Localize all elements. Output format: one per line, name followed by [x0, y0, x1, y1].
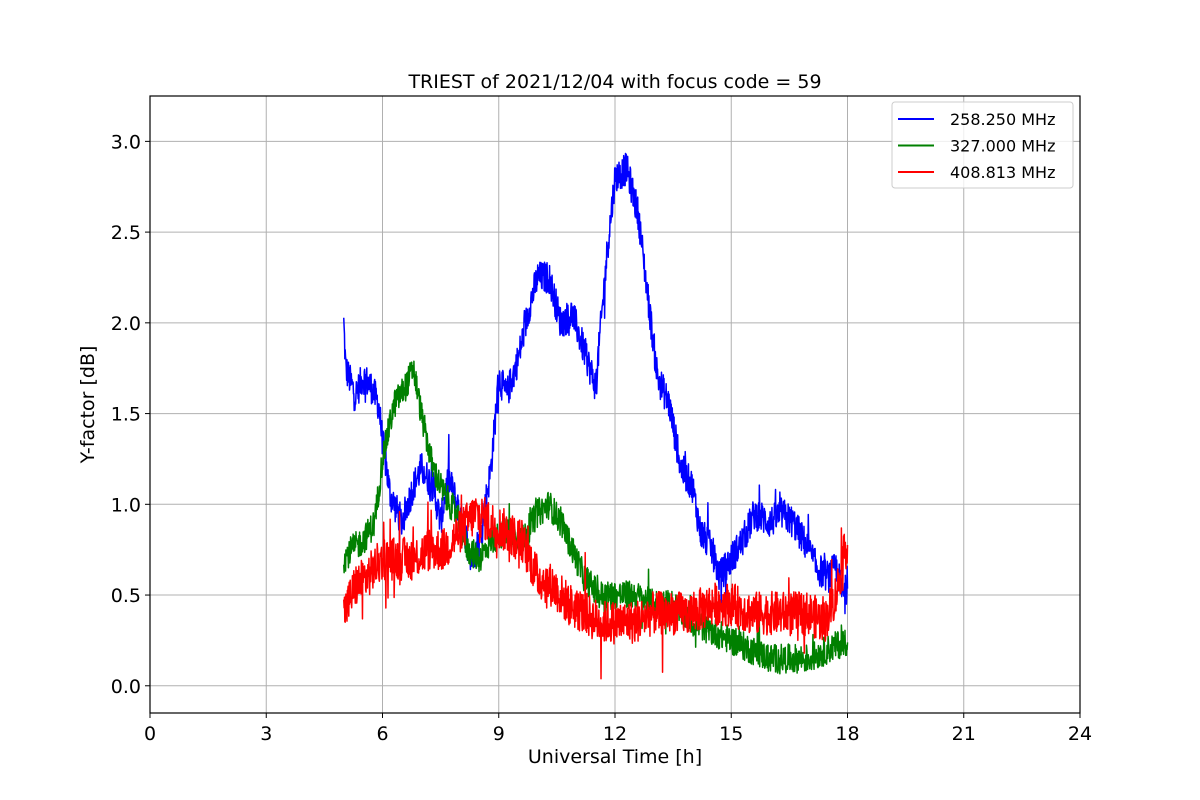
- chart-title: TRIEST of 2021/12/04 with focus code = 5…: [407, 71, 821, 93]
- series-line-2: [343, 360, 849, 675]
- y-tick-label: 2.5: [111, 222, 141, 244]
- legend-label-2: 327.000 MHz: [950, 137, 1055, 156]
- x-tick-label: 0: [144, 723, 156, 745]
- series-line-1: [343, 152, 849, 615]
- x-tick-label: 3: [260, 723, 272, 745]
- series-line-3: [343, 494, 849, 680]
- plot-series: [343, 152, 849, 680]
- x-tick-label: 21: [952, 723, 976, 745]
- legend-box: [891, 101, 1074, 189]
- x-tick-label: 18: [835, 723, 859, 745]
- y-tick-label: 0.0: [111, 676, 141, 698]
- legend: 258.250 MHz 327.000 MHz 408.813 MHz: [891, 101, 1074, 189]
- y-tick-label: 1.5: [111, 404, 141, 426]
- legend-label-1: 258.250 MHz: [950, 110, 1055, 129]
- x-tick-label: 12: [603, 723, 627, 745]
- x-tick-label: 15: [719, 723, 743, 745]
- y-tick-label: 2.0: [111, 313, 141, 335]
- y-tick-label: 3.0: [111, 131, 141, 153]
- y-tick-label: 0.5: [111, 585, 141, 607]
- legend-label-3: 408.813 MHz: [950, 163, 1055, 182]
- y-axis-label: Y-factor [dB]: [77, 346, 99, 465]
- x-tick-label: 6: [376, 723, 388, 745]
- x-tick-label: 9: [493, 723, 505, 745]
- x-axis-label: Universal Time [h]: [528, 746, 702, 768]
- x-tick-label: 24: [1068, 723, 1092, 745]
- y-tick-label: 1.0: [111, 494, 141, 516]
- axis-ticks: 0 3 6 9 12 15 18 21 24 0.0 0.5 1.0 1.5 2.0 2.5 3.0: [111, 131, 1092, 745]
